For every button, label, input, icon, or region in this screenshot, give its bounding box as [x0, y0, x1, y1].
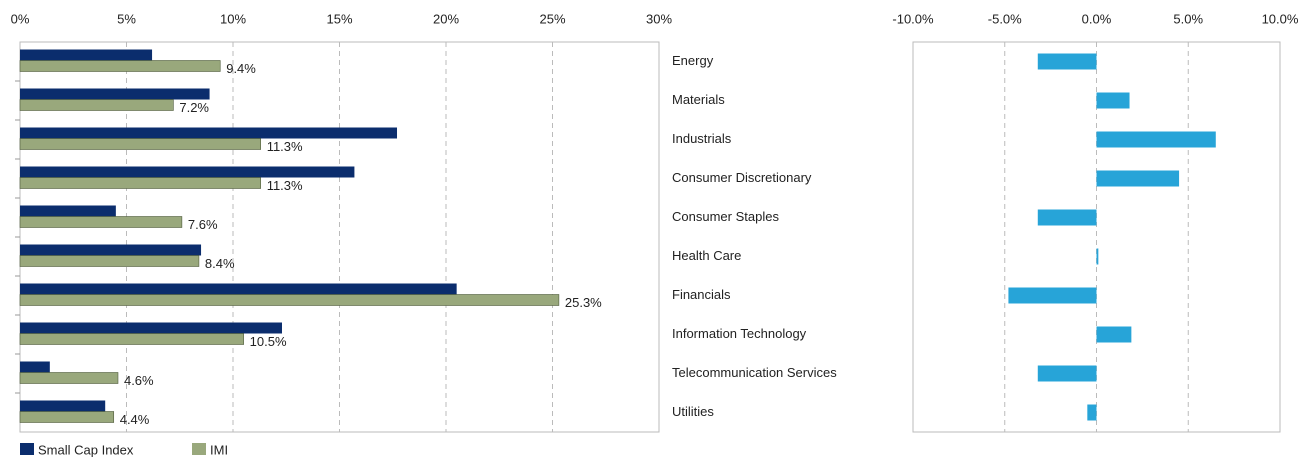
- category-label: Utilities: [672, 404, 714, 419]
- x-tick-label: 5.0%: [1173, 11, 1203, 26]
- value-label: 11.3%: [267, 139, 303, 154]
- bar: [1037, 365, 1097, 382]
- x-tick-label: 10.0%: [1262, 11, 1299, 26]
- x-tick-label: 10%: [220, 11, 246, 26]
- category-label: Consumer Staples: [672, 209, 779, 224]
- x-tick-label: -10.0%: [892, 11, 934, 26]
- bar: [19, 294, 560, 306]
- value-label: 4.6%: [124, 373, 154, 388]
- bar: [20, 283, 457, 295]
- x-tick-label: 25%: [539, 11, 565, 26]
- bar: [19, 216, 183, 228]
- category-label: Consumer Discretionary: [672, 170, 812, 185]
- x-tick-label: -5.0%: [988, 11, 1022, 26]
- bar: [1087, 404, 1097, 421]
- bar: [19, 333, 244, 345]
- legend-swatch: [20, 443, 34, 455]
- bar: [20, 244, 202, 256]
- value-label: 7.6%: [188, 217, 218, 232]
- category-label: Materials: [672, 92, 725, 107]
- bar: [20, 322, 282, 334]
- bar: [20, 49, 153, 61]
- bar: [20, 400, 106, 412]
- x-tick-label: 0%: [11, 11, 30, 26]
- value-label: 10.5%: [250, 334, 287, 349]
- bar: [1096, 170, 1180, 187]
- bar: [19, 138, 261, 150]
- bar: [1096, 326, 1132, 343]
- value-label: 4.4%: [120, 412, 150, 427]
- category-label: Health Care: [672, 248, 741, 263]
- bar: [1096, 92, 1130, 109]
- bar: [20, 205, 116, 217]
- category-label: Financials: [672, 287, 731, 302]
- bar: [19, 177, 261, 189]
- category-label: Industrials: [672, 131, 732, 146]
- value-label: 11.3%: [267, 178, 303, 193]
- legend-label: IMI: [210, 442, 228, 457]
- value-label: 7.2%: [179, 100, 209, 115]
- bar: [20, 166, 355, 178]
- category-label: Information Technology: [672, 326, 807, 341]
- legend-label: Small Cap Index: [38, 442, 134, 457]
- x-tick-label: 20%: [433, 11, 459, 26]
- value-label: 9.4%: [226, 61, 256, 76]
- x-tick-label: 5%: [117, 11, 136, 26]
- bar: [20, 88, 210, 100]
- bar: [19, 255, 200, 267]
- value-label: 25.3%: [565, 295, 602, 310]
- bar: [20, 127, 398, 139]
- x-tick-label: 15%: [326, 11, 352, 26]
- x-tick-label: 0.0%: [1082, 11, 1112, 26]
- bar: [19, 99, 174, 111]
- bar: [19, 372, 119, 384]
- bar: [1096, 248, 1099, 265]
- bar: [1037, 53, 1097, 70]
- x-tick-label: 30%: [646, 11, 672, 26]
- category-label: Energy: [672, 53, 714, 68]
- value-label: 8.4%: [205, 256, 235, 271]
- bar: [1096, 131, 1216, 148]
- bar: [1008, 287, 1097, 304]
- bar: [1037, 209, 1097, 226]
- category-label: Telecommunication Services: [672, 365, 837, 380]
- legend-swatch: [192, 443, 206, 455]
- bar: [19, 411, 115, 423]
- bar: [19, 60, 221, 72]
- bar: [20, 361, 50, 373]
